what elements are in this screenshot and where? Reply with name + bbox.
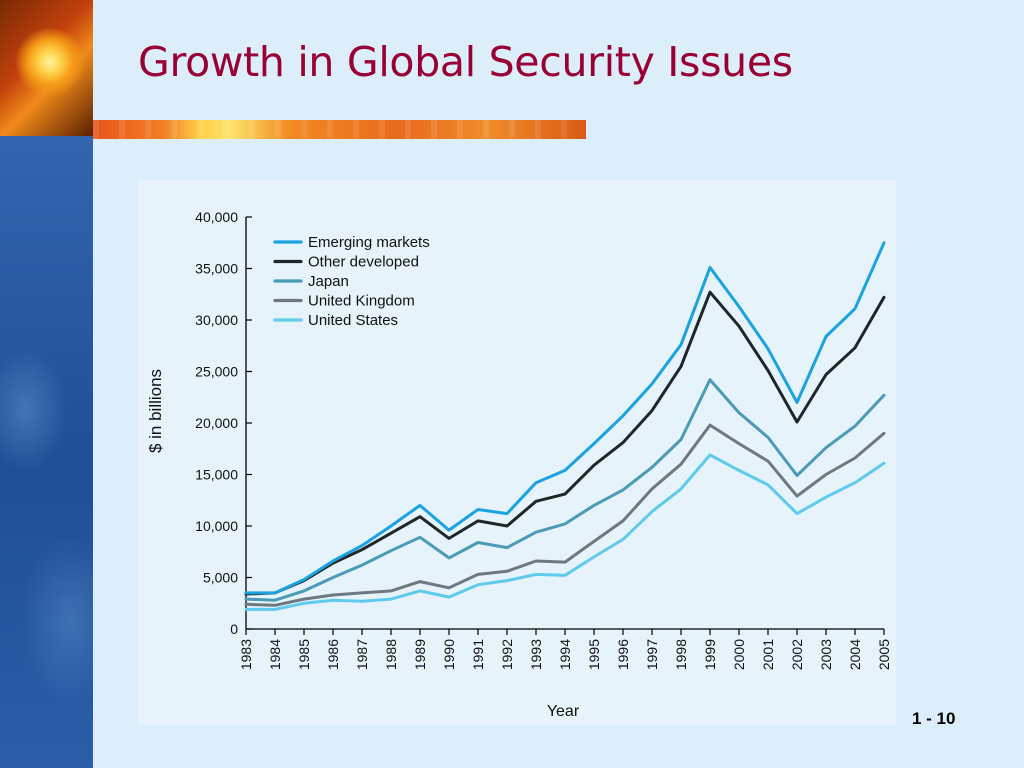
y-tick-label: 20,000	[195, 415, 238, 431]
x-tick-label: 2004	[847, 639, 863, 670]
x-tick-label: 1996	[615, 639, 631, 670]
page-number: 1 - 10	[912, 709, 956, 728]
x-tick-label: 1986	[325, 639, 341, 670]
title-underline-bar	[93, 120, 586, 139]
x-tick-label: 1998	[673, 639, 689, 670]
y-tick-label: 30,000	[195, 312, 238, 328]
x-tick-label: 1993	[528, 639, 544, 670]
x-tick-label: 1995	[586, 639, 602, 670]
y-tick-label: 15,000	[195, 467, 238, 483]
series-line-other-developed	[244, 290, 886, 596]
x-tick-label: 1984	[267, 639, 283, 670]
series-line-united-states	[244, 453, 886, 611]
series-line-united-kingdom	[244, 423, 886, 607]
x-tick-label: 1988	[383, 639, 399, 670]
x-tick-label: 1999	[702, 639, 718, 670]
corner-glow-decoration	[0, 0, 93, 136]
y-tick-label: 10,000	[195, 518, 238, 534]
x-tick-label: 1997	[644, 639, 660, 670]
legend-label-united-kingdom: United Kingdom	[308, 293, 415, 310]
x-tick-label: 1994	[557, 639, 573, 670]
x-tick-label: 1985	[296, 639, 312, 670]
legend-label-emerging-markets: Emerging markets	[308, 234, 430, 251]
x-tick-label: 2002	[789, 639, 805, 670]
slide-title: Growth in Global Security Issues	[138, 38, 793, 86]
y-axis-label: $ in billions	[146, 369, 165, 453]
y-tick-label: 40,000	[195, 209, 238, 225]
legend-label-other-developed: Other developed	[308, 254, 419, 271]
x-tick-label: 2000	[731, 639, 747, 670]
x-tick-label: 1992	[499, 639, 515, 670]
y-tick-label: 0	[230, 621, 238, 637]
x-tick-label: 1991	[470, 639, 486, 670]
y-tick-label: 25,000	[195, 364, 238, 380]
x-tick-label: 1983	[238, 639, 254, 670]
x-axis-label: Year	[547, 703, 580, 720]
x-tick-label: 2001	[760, 639, 776, 670]
series-line-japan	[244, 378, 886, 602]
y-tick-label: 35,000	[195, 261, 238, 277]
chart-panel	[138, 180, 896, 725]
legend-label-united-states: United States	[308, 312, 398, 329]
line-chart: 0 5,000 10,000 15,000 20,000 25,000 30,000 35,0…	[146, 209, 892, 720]
x-tick-label: 1987	[354, 639, 370, 670]
x-tick-label: 1989	[412, 639, 428, 670]
y-tick-label: 5,000	[203, 570, 238, 586]
x-tick-label: 2005	[876, 639, 892, 670]
x-tick-label: 1990	[441, 639, 457, 670]
series-line-emerging-markets	[244, 241, 886, 595]
x-tick-label: 2003	[818, 639, 834, 670]
legend-label-japan: Japan	[308, 273, 349, 290]
